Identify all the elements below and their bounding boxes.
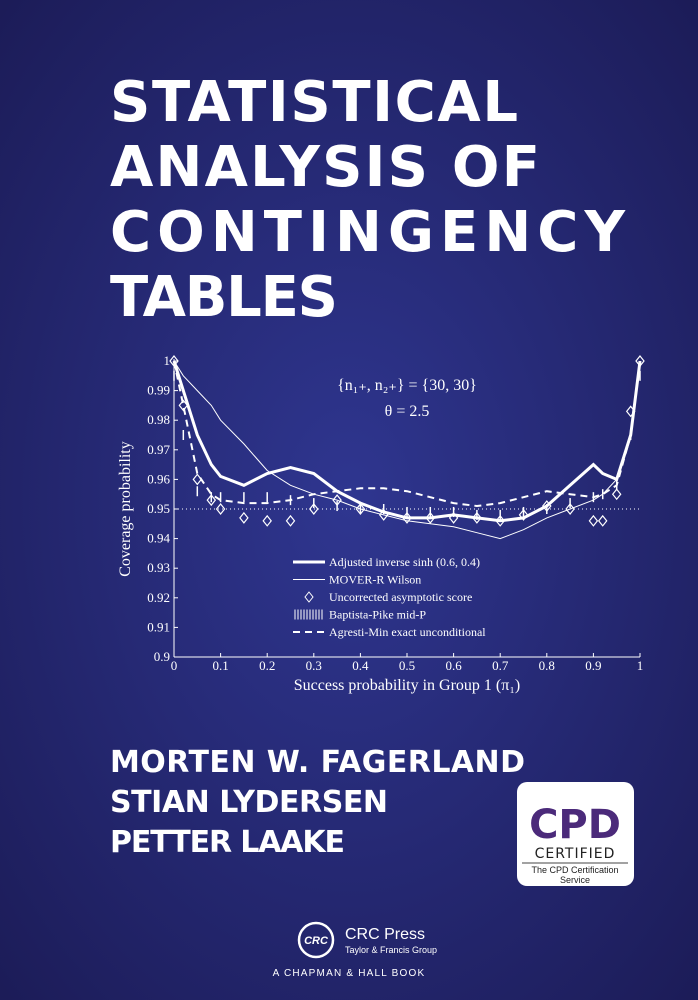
diamond-marker bbox=[425, 511, 436, 524]
legend-label: MOVER-R Wilson bbox=[329, 573, 421, 587]
diamond-marker bbox=[192, 473, 203, 486]
title-block: STATISTICAL ANALYSIS OF CONTINGENCY TABL… bbox=[110, 70, 626, 330]
y-tick-label: 0.98 bbox=[147, 412, 170, 427]
title-line: TABLES bbox=[110, 265, 338, 330]
cpd-badge: CPD CERTIFIED The CPD Certification Serv… bbox=[517, 782, 634, 886]
diamond-marker bbox=[518, 508, 529, 521]
diamond-marker bbox=[239, 511, 249, 524]
y-tick-label: 0.94 bbox=[147, 531, 170, 546]
y-tick-label: 0.9 bbox=[154, 649, 170, 664]
diamond-marker bbox=[402, 511, 412, 524]
diamond-marker bbox=[565, 503, 575, 515]
author: MORTEN W. FAGERLAND bbox=[110, 745, 525, 780]
diamond-marker bbox=[215, 503, 226, 515]
badge-text: The CPD Certification bbox=[531, 865, 618, 875]
diamond-marker bbox=[611, 488, 622, 501]
series-line bbox=[172, 360, 642, 523]
x-tick-label: 0.9 bbox=[585, 658, 601, 673]
title-line: CONTINGENCY bbox=[110, 200, 626, 265]
diamond-marker bbox=[588, 514, 599, 527]
diamond-marker bbox=[448, 511, 459, 524]
diamond-marker bbox=[169, 355, 179, 367]
x-tick-label: 0.8 bbox=[539, 658, 555, 673]
x-tick-label: 0.1 bbox=[212, 658, 228, 673]
x-tick-label: 1 bbox=[637, 658, 644, 673]
y-tick-label: 0.91 bbox=[147, 619, 170, 634]
y-tick-label: 1 bbox=[164, 353, 171, 368]
publisher-logo-text: CRC bbox=[304, 935, 329, 947]
diamond-marker bbox=[262, 514, 272, 527]
legend-swatch bbox=[304, 591, 314, 603]
diamond-marker bbox=[625, 405, 636, 418]
legend-label: Agresti-Min exact unconditional bbox=[329, 625, 486, 639]
imprint: A CHAPMAN & HALL BOOK bbox=[273, 968, 426, 979]
badge-text: Service bbox=[560, 875, 590, 885]
diamond-marker bbox=[378, 508, 389, 521]
diamond-marker bbox=[206, 494, 217, 507]
legend-label: Uncorrected asymptotic score bbox=[329, 590, 472, 604]
x-tick-label: 0.3 bbox=[306, 658, 322, 673]
y-tick-label: 0.99 bbox=[147, 383, 170, 398]
legend-label: Baptista-Pike mid-P bbox=[329, 608, 426, 622]
diamond-marker bbox=[285, 514, 296, 527]
publisher-name: CRC Press bbox=[345, 926, 425, 943]
annotation: {n₁₊, n₂₊} = {30, 30} bbox=[337, 377, 477, 394]
authors: MORTEN W. FAGERLAND STIAN LYDERSEN PETTE… bbox=[110, 745, 525, 860]
badge-mark: CPD bbox=[529, 802, 621, 848]
x-tick-label: 0.2 bbox=[259, 658, 275, 673]
y-axis-label: Coverage probability bbox=[117, 441, 134, 577]
badge-certified: CERTIFIED bbox=[535, 846, 616, 862]
diamond-marker bbox=[309, 503, 319, 515]
legend-label: Adjusted inverse sinh (0.6, 0.4) bbox=[329, 555, 480, 569]
y-tick-label: 0.96 bbox=[147, 471, 170, 486]
series-line bbox=[173, 360, 641, 508]
diamond-marker bbox=[472, 511, 482, 524]
diamond-marker bbox=[597, 514, 608, 527]
author: PETTER LAAKE bbox=[110, 825, 345, 860]
diamond-marker bbox=[495, 514, 505, 527]
x-tick-label: 0.5 bbox=[399, 658, 415, 673]
x-tick-label: 0.4 bbox=[352, 658, 369, 673]
x-tick-label: 0.7 bbox=[492, 658, 509, 673]
title-line: STATISTICAL bbox=[110, 70, 518, 135]
title-line: ANALYSIS OF bbox=[110, 135, 540, 200]
x-axis-label: Success probability in Group 1 (π₁) bbox=[294, 677, 521, 694]
badge-background bbox=[517, 782, 634, 886]
y-tick-label: 0.97 bbox=[147, 442, 170, 457]
x-tick-label: 0.6 bbox=[445, 658, 462, 673]
publisher-logo bbox=[297, 921, 335, 959]
chart: 0.90.910.920.930.940.950.960.970.980.991… bbox=[117, 353, 645, 694]
annotation: θ = 2.5 bbox=[385, 403, 430, 420]
y-tick-label: 0.93 bbox=[147, 560, 170, 575]
publisher: CRC CRC Press Taylor & Francis Group A C… bbox=[273, 921, 437, 979]
y-tick-label: 0.92 bbox=[147, 590, 170, 605]
author: STIAN LYDERSEN bbox=[110, 785, 388, 820]
publisher-group: Taylor & Francis Group bbox=[345, 945, 437, 955]
y-tick-label: 0.95 bbox=[147, 501, 170, 516]
x-tick-label: 0 bbox=[171, 658, 178, 673]
